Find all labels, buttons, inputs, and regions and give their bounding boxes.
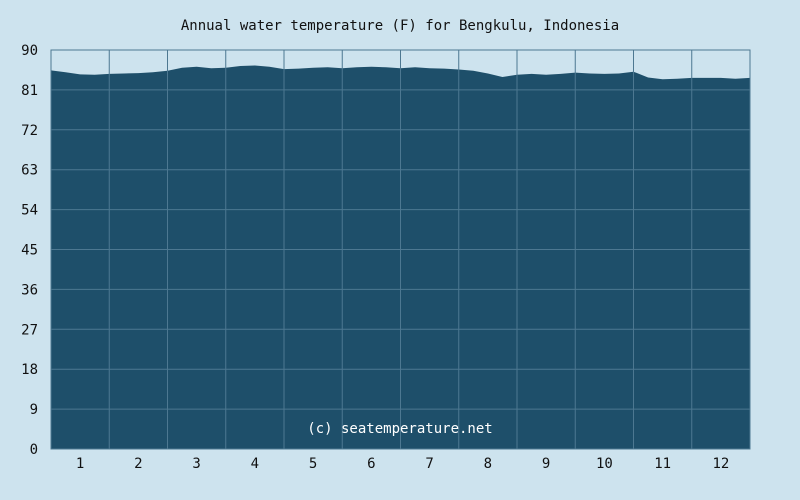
chart-title: Annual water temperature (F) for Bengkul… (180, 18, 620, 34)
y-tick-label: 27 (21, 322, 38, 338)
y-tick-label: 90 (21, 43, 38, 59)
y-tick-label: 18 (21, 362, 38, 378)
x-tick-label: 2 (134, 456, 142, 472)
x-tick-label: 7 (425, 456, 433, 472)
x-tick-label: 3 (192, 456, 200, 472)
y-tick-label: 63 (21, 163, 38, 179)
x-tick-label: 12 (712, 456, 729, 472)
y-tick-label: 81 (21, 83, 38, 99)
y-tick-label: 36 (21, 282, 38, 298)
watermark-text: (c) seatemperature.net (307, 421, 492, 437)
x-tick-label: 8 (484, 456, 492, 472)
x-tick-label: 1 (76, 456, 84, 472)
x-tick-label: 4 (251, 456, 259, 472)
x-tick-label: 10 (596, 456, 613, 472)
plot-border (50, 49, 751, 450)
y-tick-label: 45 (21, 243, 38, 259)
x-tick-label: 6 (367, 456, 375, 472)
x-tick-label: 11 (654, 456, 671, 472)
x-tick-label: 5 (309, 456, 317, 472)
y-tick-label: 9 (30, 402, 38, 418)
x-tick-label: 9 (542, 456, 550, 472)
y-tick-label: 0 (30, 442, 38, 458)
y-tick-label: 54 (21, 203, 38, 219)
y-tick-label: 72 (21, 123, 38, 139)
